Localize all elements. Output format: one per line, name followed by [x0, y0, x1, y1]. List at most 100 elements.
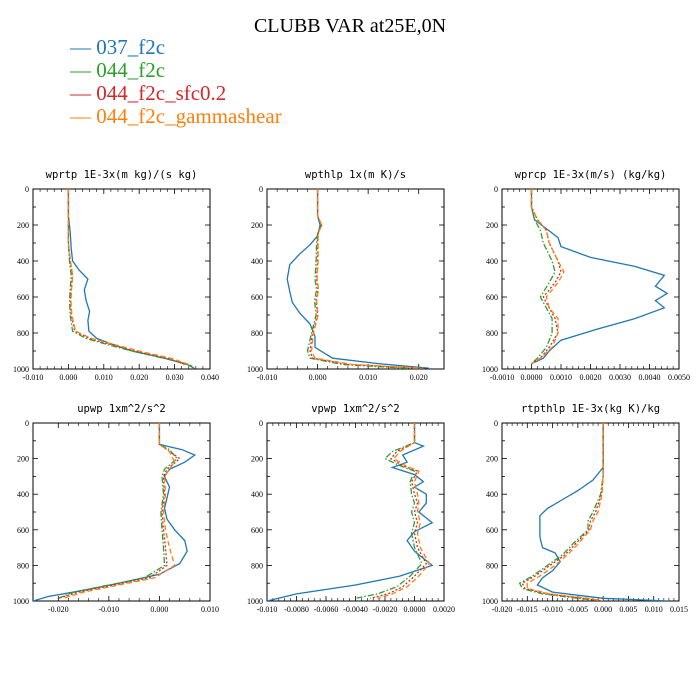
- series-line-037_f2c: [267, 423, 434, 601]
- series-line-037_f2c: [33, 423, 197, 601]
- legend-line-044-f2c-sfc0.2: —: [70, 81, 91, 105]
- y-tick-label: 200: [486, 455, 498, 464]
- series-line-044_f2c: [530, 189, 556, 365]
- y-tick-label: 600: [17, 293, 29, 302]
- y-tick-label: 200: [17, 455, 29, 464]
- series-line-037_f2c: [536, 423, 669, 601]
- series-line-044_f2c: [518, 423, 604, 601]
- series-line-044_f2c_gammashear: [530, 189, 565, 365]
- x-tick-label: 0.0020: [580, 373, 602, 382]
- y-tick-label: 0: [259, 419, 263, 428]
- legend-line-037-f2c: —: [70, 35, 91, 59]
- y-tick-label: 0: [25, 419, 29, 428]
- legend: — 037_f2c — 044_f2c — 044_f2c_sfc0.2 — 0…: [70, 36, 282, 128]
- x-tick-label: 0.020: [130, 373, 148, 382]
- panel-frame: [266, 188, 445, 370]
- panel-6: rtpthlp 1E-3x(kg K)/kg02004006008001000-…: [482, 403, 688, 614]
- panel-2: wpthlp 1x(m K)/s 0 200 400 600 800 1000-0.010 0…: [247, 169, 445, 382]
- x-tick-label: -0.015: [517, 605, 538, 614]
- legend-item-037-f2c: — 037_f2c: [70, 36, 282, 59]
- panel-title: wpthlp 1x(m K)/s: [305, 169, 406, 181]
- panel-frame: [501, 188, 680, 370]
- y-tick-label: 400: [17, 257, 29, 266]
- x-tick-label: -0.0010: [490, 373, 515, 382]
- panel-4: upwp 1xm^2/s^2 0 200 400 600 800 1000 -0.020 -0.…: [13, 403, 219, 614]
- series-line-044_f2c: [306, 189, 419, 369]
- figure-title: CLUBB VAR at25E,0N: [253, 15, 447, 37]
- y-tick-label: 1000: [13, 597, 29, 606]
- y-tick-label: 200: [486, 221, 498, 230]
- y-tick-label: 600: [486, 526, 498, 535]
- x-tick-label: 0.000: [150, 605, 168, 614]
- y-tick-label: 400: [486, 257, 498, 266]
- y-tick-label: 0: [259, 185, 263, 194]
- series-line-044_f2c_gammashear: [67, 189, 190, 366]
- panel-3: wprcp 1E-3x(m/s) (kg/kg) 0 200 400 600 800 100…: [482, 169, 690, 382]
- x-tick-label: -0.010: [99, 605, 120, 614]
- y-tick-label: 800: [17, 329, 29, 338]
- panel-title: rtpthlp 1E-3x(kg K)/kg: [521, 403, 660, 415]
- y-tick-label: 200: [251, 221, 263, 230]
- y-tick-label: 800: [17, 561, 29, 570]
- x-tick-label: -0.020: [48, 605, 69, 614]
- series-line-044_f2c_sfc0.2: [370, 423, 428, 599]
- series-line-037_f2c: [286, 189, 429, 369]
- y-tick-label: 0: [25, 185, 29, 194]
- x-tick-label: 0.0030: [609, 373, 631, 382]
- series-line-037_f2c: [530, 189, 669, 365]
- x-tick-label: -0.010: [257, 605, 278, 614]
- series-line-044_f2c: [58, 423, 179, 599]
- y-tick-label: 600: [251, 526, 263, 535]
- x-tick-label: 0.010: [201, 605, 219, 614]
- x-tick-label: 0.000: [594, 605, 612, 614]
- series-line-044_f2c_sfc0.2: [58, 423, 181, 599]
- x-tick-label: 0.020: [410, 373, 428, 382]
- panel-title: wprtp 1E-3x(m kg)/(s kg): [46, 169, 198, 181]
- series-line-044_f2c_gammashear: [63, 423, 176, 599]
- y-tick-label: 0: [494, 185, 498, 194]
- series-line-044_f2c_gammashear: [377, 423, 431, 599]
- x-tick-label: 0.010: [645, 605, 663, 614]
- legend-item-044-f2c: — 044_f2c: [70, 59, 282, 82]
- x-tick-label: 0.0000: [521, 373, 543, 382]
- series-line-037_f2c: [67, 189, 193, 367]
- y-tick-label: 800: [251, 329, 263, 338]
- series-line-044_f2c_gammashear: [310, 189, 424, 369]
- y-tick-label: 200: [17, 221, 29, 230]
- y-tick-label: 600: [251, 293, 263, 302]
- panel-frame: [501, 422, 680, 602]
- y-tick-label: 400: [251, 257, 263, 266]
- x-tick-label: -0.010: [542, 605, 563, 614]
- x-tick-label: -0.0020: [373, 605, 398, 614]
- y-tick-label: 200: [251, 455, 263, 464]
- y-tick-label: 1000: [247, 365, 263, 374]
- y-tick-label: 1000: [482, 597, 498, 606]
- legend-label-037-f2c: 037_f2c: [96, 35, 166, 59]
- series-line-044_f2c_gammashear: [526, 423, 604, 601]
- legend-label-044-f2c: 044_f2c: [96, 58, 166, 82]
- x-tick-label: 0.010: [359, 373, 377, 382]
- x-tick-label: 0.0020: [433, 605, 455, 614]
- x-tick-label: 0.0000: [404, 605, 426, 614]
- y-tick-label: 400: [17, 490, 29, 499]
- legend-line-044-f2c-gammashear: —: [70, 104, 91, 128]
- series-line-044_f2c_sfc0.2: [521, 423, 604, 601]
- x-tick-label: -0.0060: [314, 605, 339, 614]
- panel-frame: [32, 188, 211, 370]
- x-tick-label: 0.0050: [668, 373, 690, 382]
- x-tick-label: -0.0040: [343, 605, 368, 614]
- y-tick-label: 600: [17, 526, 29, 535]
- panel-title: upwp 1xm^2/s^2: [77, 403, 166, 415]
- x-tick-label: -0.005: [568, 605, 589, 614]
- legend-line-044-f2c: —: [70, 58, 91, 82]
- x-tick-label: -0.010: [257, 373, 278, 382]
- y-tick-label: 1000: [482, 365, 498, 374]
- y-tick-label: 1000: [247, 597, 263, 606]
- legend-label-044-f2c-gammashear: 044_f2c_gammashear: [96, 104, 282, 128]
- y-tick-label: 800: [486, 329, 498, 338]
- y-tick-label: 1000: [13, 365, 29, 374]
- y-tick-label: 400: [486, 490, 498, 499]
- y-tick-label: 800: [486, 561, 498, 570]
- x-tick-label: 0.015: [670, 605, 688, 614]
